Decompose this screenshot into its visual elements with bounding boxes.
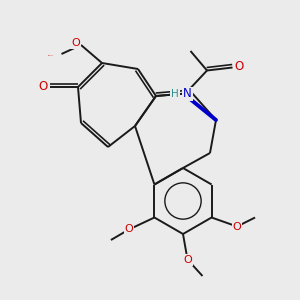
Text: methoxy: methoxy xyxy=(48,55,54,56)
Text: O: O xyxy=(38,80,47,94)
Text: O: O xyxy=(233,221,242,232)
Text: O: O xyxy=(71,38,80,49)
Text: H: H xyxy=(171,89,179,99)
Text: O: O xyxy=(124,224,133,235)
Text: O: O xyxy=(235,59,244,73)
Text: O: O xyxy=(183,255,192,265)
Text: N: N xyxy=(183,87,192,101)
